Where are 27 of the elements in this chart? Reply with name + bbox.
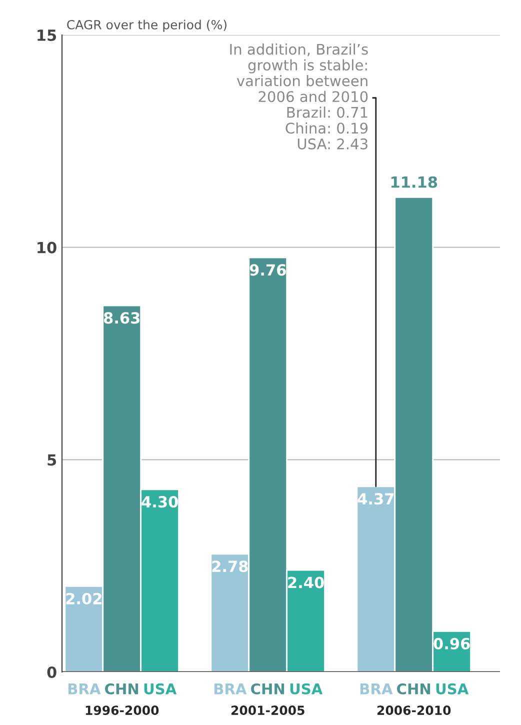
text: 4.37: [358, 493, 394, 505]
text: 11.18: [391, 176, 438, 188]
text: 8.63: [104, 312, 140, 324]
text: 0.96: [434, 638, 470, 650]
text: BRA: [360, 684, 393, 694]
y-tick-label: 0: [47, 666, 56, 678]
series-label: USA: [144, 683, 177, 694]
text: USA: [436, 683, 469, 694]
text: USA: [290, 683, 323, 694]
y-axis-title: CAGR over the period (%): [67, 20, 226, 32]
y-tick-label: 10: [38, 242, 56, 254]
series-label: CHN: [105, 683, 138, 694]
text: 9.76: [250, 264, 286, 276]
y-tick-label: 5: [48, 454, 56, 466]
text: 4.30: [142, 496, 178, 508]
x-tick-label: 2001-2005: [231, 706, 304, 716]
y-tick-label: 15: [38, 30, 56, 42]
series-label: BRA: [68, 684, 101, 694]
text: CHN: [251, 683, 284, 694]
text: BRA: [214, 684, 247, 694]
text: CHN: [397, 683, 430, 694]
x-tick-label: 1996-2000: [86, 706, 159, 716]
annotation: In addition, Brazil’s growth is stable: variation between 2006 and 2010 Brazil: 0.71 China: 0.19 USA: 2.43: [230, 43, 368, 150]
text: 2.40: [288, 576, 324, 588]
text: 2.78: [212, 560, 248, 572]
x-tick-label: 2006-2010: [377, 706, 451, 716]
text: 2.02: [66, 592, 102, 604]
